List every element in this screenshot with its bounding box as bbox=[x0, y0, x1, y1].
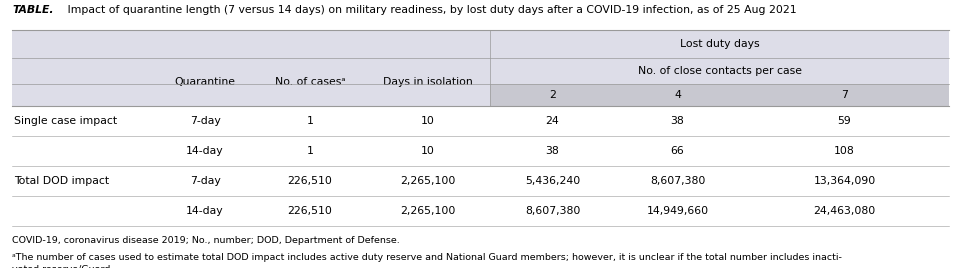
Text: 108: 108 bbox=[834, 146, 855, 156]
Text: Single case impact: Single case impact bbox=[14, 116, 117, 126]
Text: Total DOD impact: Total DOD impact bbox=[14, 176, 110, 186]
Text: 59: 59 bbox=[838, 116, 851, 126]
Text: COVID-19, coronavirus disease 2019; No., number; DOD, Department of Defense.: COVID-19, coronavirus disease 2019; No.,… bbox=[12, 236, 400, 245]
Bar bbox=[490, 30, 949, 106]
Text: 8,607,380: 8,607,380 bbox=[650, 176, 705, 186]
Text: 1: 1 bbox=[307, 146, 313, 156]
Text: 7: 7 bbox=[841, 90, 848, 100]
Text: 10: 10 bbox=[421, 146, 434, 156]
Text: Quarantine: Quarantine bbox=[175, 77, 235, 87]
Text: 66: 66 bbox=[671, 146, 684, 156]
Text: 226,510: 226,510 bbox=[287, 176, 333, 186]
Text: 7-day: 7-day bbox=[189, 176, 220, 186]
Text: 5,436,240: 5,436,240 bbox=[525, 176, 580, 186]
Text: 7-day: 7-day bbox=[189, 116, 220, 126]
Text: 4: 4 bbox=[674, 90, 681, 100]
Text: 14-day: 14-day bbox=[186, 206, 224, 216]
Text: 226,510: 226,510 bbox=[287, 206, 333, 216]
Text: 13,364,090: 13,364,090 bbox=[813, 176, 875, 186]
Text: 14,949,660: 14,949,660 bbox=[647, 206, 708, 216]
Text: TABLE.: TABLE. bbox=[12, 5, 54, 15]
Bar bbox=[12, 30, 490, 106]
Bar bbox=[490, 84, 949, 106]
Text: 38: 38 bbox=[546, 146, 559, 156]
Text: 24: 24 bbox=[546, 116, 559, 126]
Text: 10: 10 bbox=[421, 116, 434, 126]
Text: 38: 38 bbox=[671, 116, 684, 126]
Text: 2: 2 bbox=[549, 90, 555, 100]
Text: Lost duty days: Lost duty days bbox=[679, 39, 759, 49]
Text: 8,607,380: 8,607,380 bbox=[525, 206, 580, 216]
Text: Days in isolation: Days in isolation bbox=[382, 77, 473, 87]
Text: 14-day: 14-day bbox=[186, 146, 224, 156]
Text: No. of casesᵃ: No. of casesᵃ bbox=[275, 77, 345, 87]
Text: 24,463,080: 24,463,080 bbox=[813, 206, 875, 216]
Text: ᵃThe number of cases used to estimate total DOD impact includes active duty rese: ᵃThe number of cases used to estimate to… bbox=[12, 253, 842, 268]
Text: No. of close contacts per case: No. of close contacts per case bbox=[637, 66, 801, 76]
Text: Impact of quarantine length (7 versus 14 days) on military readiness, by lost du: Impact of quarantine length (7 versus 14… bbox=[64, 5, 797, 15]
Text: 2,265,100: 2,265,100 bbox=[400, 176, 456, 186]
Text: 2,265,100: 2,265,100 bbox=[400, 206, 456, 216]
Text: 1: 1 bbox=[307, 116, 313, 126]
